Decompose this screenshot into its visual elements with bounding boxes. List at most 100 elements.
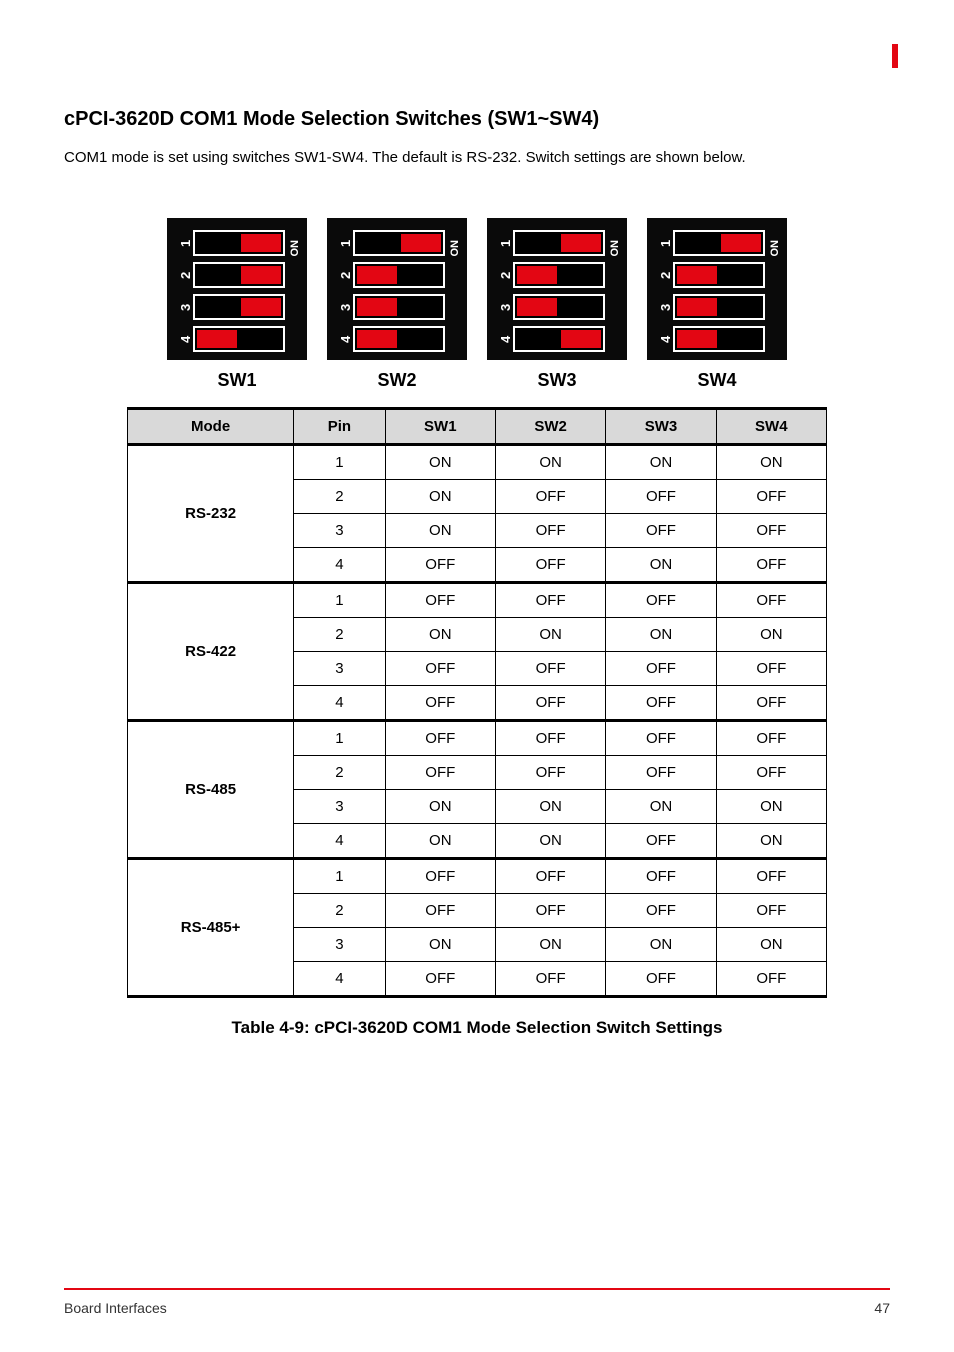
dip-switch-sw2: ON1234SW2 [327, 218, 467, 391]
switch-value-cell: OFF [606, 651, 716, 685]
table-mode-group: RS-2321ONONONON2ONOFFOFFOFF3ONOFFOFFOFF4… [128, 444, 827, 582]
dip-slot [193, 326, 285, 352]
switch-value-cell: ON [716, 617, 826, 651]
switch-label: SW4 [647, 370, 787, 391]
switch-value-cell: OFF [716, 893, 826, 927]
pin-cell: 2 [294, 755, 385, 789]
switch-value-cell: OFF [385, 582, 495, 617]
switch-value-cell: ON [606, 444, 716, 479]
on-label: ON [609, 240, 621, 257]
switch-value-cell: OFF [606, 893, 716, 927]
switch-label: SW2 [327, 370, 467, 391]
switch-value-cell: ON [716, 444, 826, 479]
switch-value-cell: ON [385, 513, 495, 547]
switch-value-cell: OFF [716, 582, 826, 617]
on-label: ON [449, 240, 461, 257]
mode-name-cell: RS-485+ [128, 858, 294, 996]
table-caption: Table 4-9: cPCI-3620D COM1 Mode Selectio… [64, 1018, 890, 1038]
switch-value-cell: ON [606, 789, 716, 823]
switch-value-cell: OFF [606, 755, 716, 789]
switch-value-cell: OFF [495, 961, 605, 996]
table-row: RS-2321ONONONON [128, 444, 827, 479]
switch-value-cell: ON [495, 617, 605, 651]
table-header-cell: SW4 [716, 408, 826, 444]
pin-cell: 4 [294, 961, 385, 996]
pin-cell: 4 [294, 823, 385, 858]
switch-value-cell: OFF [495, 651, 605, 685]
switch-value-cell: OFF [495, 685, 605, 720]
dip-slider [357, 266, 397, 284]
switch-value-cell: ON [385, 479, 495, 513]
switch-value-cell: OFF [716, 479, 826, 513]
switch-value-cell: ON [495, 789, 605, 823]
switch-value-cell: OFF [385, 547, 495, 582]
switch-value-cell: OFF [606, 513, 716, 547]
switch-value-cell: OFF [495, 755, 605, 789]
table-header-cell: Pin [294, 408, 385, 444]
on-label: ON [769, 240, 781, 257]
pin-cell: 2 [294, 617, 385, 651]
dip-slider [721, 234, 761, 252]
slot-column [353, 230, 445, 352]
pin-cell: 4 [294, 685, 385, 720]
switch-value-cell: ON [716, 789, 826, 823]
mode-selection-table: ModePinSW1SW2SW3SW4 RS-2321ONONONON2ONOF… [127, 407, 827, 998]
page-accent-marker [892, 44, 898, 68]
switch-value-cell: OFF [495, 858, 605, 893]
switch-value-cell: OFF [606, 858, 716, 893]
pin-cell: 2 [294, 893, 385, 927]
dip-switch-sw1: ON1234SW1 [167, 218, 307, 391]
switch-value-cell: ON [385, 617, 495, 651]
switch-value-cell: OFF [606, 961, 716, 996]
switch-value-cell: OFF [385, 858, 495, 893]
mode-name-cell: RS-485 [128, 720, 294, 858]
table-header-cell: SW1 [385, 408, 495, 444]
dip-slot [353, 230, 445, 256]
switch-value-cell: ON [495, 823, 605, 858]
switch-value-cell: ON [606, 927, 716, 961]
dip-slot [673, 262, 765, 288]
dip-slider [197, 330, 237, 348]
switch-value-cell: ON [385, 444, 495, 479]
section-subtitle: COM1 mode is set using switches SW1-SW4.… [64, 147, 890, 170]
switch-value-cell: OFF [495, 893, 605, 927]
table-header-row: ModePinSW1SW2SW3SW4 [128, 408, 827, 444]
switch-value-cell: OFF [495, 582, 605, 617]
switch-label: SW1 [167, 370, 307, 391]
slot-column [513, 230, 605, 352]
dip-slider [401, 234, 441, 252]
switch-value-cell: OFF [606, 823, 716, 858]
switch-value-cell: OFF [385, 685, 495, 720]
switch-value-cell: OFF [385, 651, 495, 685]
dip-slot [513, 294, 605, 320]
switch-value-cell: OFF [606, 720, 716, 755]
table-header-cell: Mode [128, 408, 294, 444]
pin-cell: 3 [294, 513, 385, 547]
table-row: RS-4221OFFOFFOFFOFF [128, 582, 827, 617]
pin-cell: 1 [294, 444, 385, 479]
switch-value-cell: ON [385, 927, 495, 961]
dip-slider [677, 266, 717, 284]
on-label: ON [289, 240, 301, 257]
pin-cell: 3 [294, 789, 385, 823]
switch-value-cell: ON [606, 617, 716, 651]
table-mode-group: RS-4221OFFOFFOFFOFF2ONONONON3OFFOFFOFFOF… [128, 582, 827, 720]
dip-slot [353, 294, 445, 320]
switch-value-cell: ON [385, 789, 495, 823]
footer-right: 47 [874, 1300, 890, 1316]
dip-slider [517, 298, 557, 316]
dip-slider [241, 298, 281, 316]
table-row: RS-485+1OFFOFFOFFOFF [128, 858, 827, 893]
switch-value-cell: OFF [606, 479, 716, 513]
switch-value-cell: ON [495, 444, 605, 479]
dip-slot [193, 294, 285, 320]
switch-value-cell: OFF [606, 685, 716, 720]
slot-column [193, 230, 285, 352]
switch-value-cell: OFF [495, 547, 605, 582]
dip-slider [241, 234, 281, 252]
switch-value-cell: OFF [495, 479, 605, 513]
dip-slider [561, 330, 601, 348]
dip-slot [193, 262, 285, 288]
dip-slider [357, 330, 397, 348]
mode-name-cell: RS-422 [128, 582, 294, 720]
